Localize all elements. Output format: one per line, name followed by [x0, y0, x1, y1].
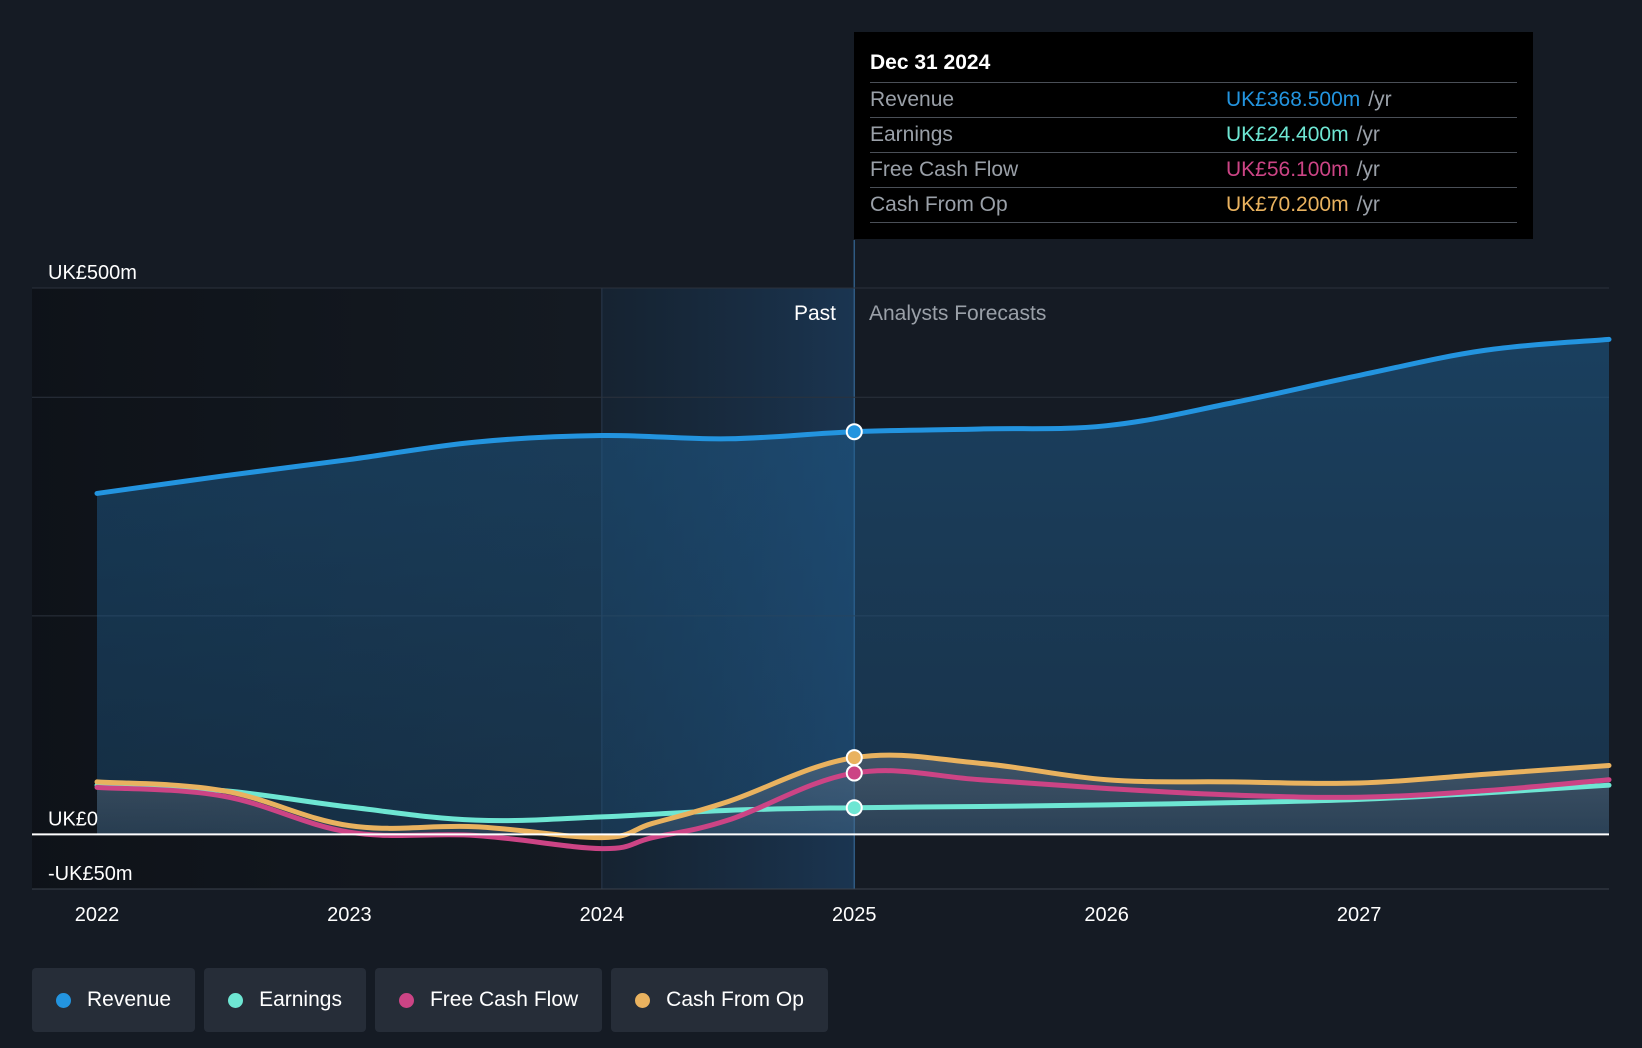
legend: Revenue Earnings Free Cash Flow Cash Fro… — [32, 968, 828, 1032]
series-line-free-cash-flow — [94, 768, 1612, 852]
y-tick-label: -UK£50m — [48, 863, 132, 885]
legend-dot-icon — [635, 992, 651, 1008]
legend-item-cash-from-op[interactable]: Cash From Op — [611, 968, 828, 1032]
tooltip-value: UK£56.100m — [1226, 158, 1349, 181]
x-tick-label: 2026 — [1084, 904, 1129, 926]
past-label: Past — [794, 302, 836, 325]
revenue-area — [97, 339, 1609, 835]
tooltip: Dec 31 2024 Revenue UK£368.500m /yr Earn… — [854, 32, 1533, 239]
legend-dot-icon — [56, 992, 71, 1008]
tooltip-value: UK£368.500m — [1226, 88, 1361, 111]
tooltip-unit: /yr — [1356, 158, 1380, 181]
tooltip-date: Dec 31 2024 — [870, 51, 991, 74]
tooltip-value: UK£24.400m — [1226, 123, 1349, 146]
legend-dot-icon — [228, 992, 244, 1008]
tooltip-unit: /yr — [1356, 123, 1380, 146]
tooltip-row-cash-from-op: Cash From Op UK£70.200m /yr — [870, 187, 1517, 223]
legend-label: Revenue — [87, 988, 172, 1011]
x-tick-label: 2025 — [832, 904, 877, 926]
forecast-label: Analysts Forecasts — [869, 302, 1046, 325]
y-tick-label: UK£0 — [48, 808, 98, 830]
tooltip-row-earnings: Earnings UK£24.400m /yr — [870, 117, 1517, 152]
legend-item-earnings[interactable]: Earnings — [204, 968, 366, 1032]
x-tick-label: 2023 — [327, 904, 372, 926]
chart-area: UK£500m UK£0 -UK£50m 2022 2023 2024 2025 2026 20… — [32, 240, 1612, 926]
x-tick-label: 2024 — [580, 904, 625, 926]
x-tick-label: 2027 — [1337, 904, 1382, 926]
marker-earnings — [845, 799, 863, 817]
series-line-cash-from-op — [94, 752, 1612, 841]
tooltip-unit: /yr — [1368, 88, 1392, 111]
legend-item-revenue[interactable]: Revenue — [32, 968, 196, 1032]
legend-item-free-cash-flow[interactable]: Free Cash Flow — [374, 968, 603, 1032]
legend-label: Earnings — [259, 988, 342, 1011]
legend-label: Free Cash Flow — [429, 988, 579, 1011]
marker-cash-from-op — [845, 749, 863, 767]
tooltip-name: Free Cash Flow — [870, 158, 1019, 181]
tooltip-name: Cash From Op — [870, 193, 1008, 216]
tooltip-unit: /yr — [1356, 193, 1380, 216]
marker-revenue — [845, 423, 863, 441]
legend-label: Cash From Op — [666, 988, 804, 1011]
y-tick-label: UK£500m — [48, 262, 137, 284]
tooltip-name: Revenue — [870, 88, 955, 111]
tooltip-row-revenue: Revenue UK£368.500m /yr — [870, 82, 1517, 117]
cash-flow-area — [97, 755, 1609, 838]
marker-free-cash-flow — [845, 764, 863, 782]
x-tick-label: 2022 — [75, 904, 120, 926]
tooltip-name: Earnings — [870, 123, 953, 146]
tooltip-value: UK£70.200m — [1226, 193, 1349, 216]
legend-dot-icon — [398, 992, 414, 1008]
tooltip-row-free-cash-flow: Free Cash Flow UK£56.100m /yr — [870, 152, 1517, 187]
